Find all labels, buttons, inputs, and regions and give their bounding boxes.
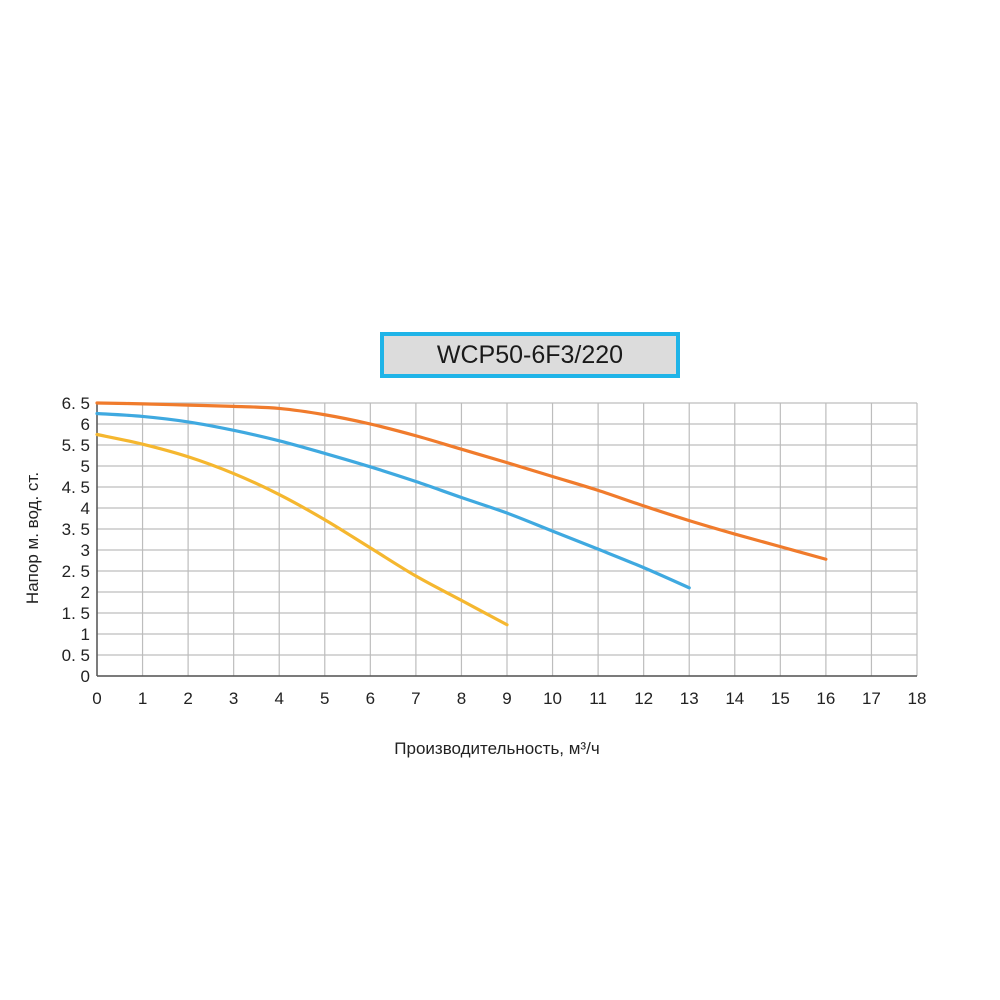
x-tick-label: 5 [320, 689, 329, 708]
y-tick-label: 0. 5 [62, 646, 90, 665]
y-tick-label: 6 [81, 415, 90, 434]
x-axis-label: Производительность, м³/ч [394, 739, 599, 758]
x-tick-label: 8 [457, 689, 466, 708]
y-tick-label: 5. 5 [62, 436, 90, 455]
y-tick-label: 2 [81, 583, 90, 602]
x-tick-label: 6 [366, 689, 375, 708]
y-tick-label: 2. 5 [62, 562, 90, 581]
grid [96, 402, 918, 677]
x-tick-label: 4 [274, 689, 283, 708]
y-tick-label: 3. 5 [62, 520, 90, 539]
series-line-1 [95, 401, 828, 561]
x-tick-label: 11 [589, 689, 607, 708]
series-line-2 [95, 411, 691, 590]
y-tick-label: 6. 5 [62, 394, 90, 413]
y-axis-label: Напор м. вод. ст. [23, 472, 42, 604]
x-tick-label: 2 [183, 689, 192, 708]
x-tick-label: 16 [816, 689, 835, 708]
y-tick-label: 4 [81, 499, 90, 518]
x-tick-label: 9 [502, 689, 511, 708]
x-tick-label: 0 [92, 689, 101, 708]
x-tick-label: 1 [138, 689, 147, 708]
y-tick-label: 4. 5 [62, 478, 90, 497]
y-tick-label: 5 [81, 457, 90, 476]
y-axis: 0 0. 5 1 1. 5 2 2. 5 3 3. 5 4 4. 5 5 5. 5 6 6. 5 [62, 394, 90, 686]
x-tick-label: 17 [862, 689, 881, 708]
x-tick-label: 3 [229, 689, 238, 708]
x-tick-label: 14 [725, 689, 744, 708]
x-tick-label: 10 [543, 689, 562, 708]
chart-title: WCP50-6F3/220 [380, 332, 680, 378]
y-tick-label: 3 [81, 541, 90, 560]
x-tick-label: 13 [680, 689, 699, 708]
series-line-3 [95, 432, 509, 627]
y-tick-label: 1. 5 [62, 604, 90, 623]
series-group [95, 401, 828, 627]
x-tick-label: 7 [411, 689, 420, 708]
x-tick-label: 18 [908, 689, 927, 708]
x-tick-label: 12 [634, 689, 653, 708]
x-tick-label: 15 [771, 689, 790, 708]
x-axis: 0 1 2 3 4 5 6 7 8 9 10 11 12 13 14 15 16 17 18 [92, 689, 926, 708]
y-tick-label: 0 [81, 667, 90, 686]
y-tick-label: 1 [81, 625, 90, 644]
